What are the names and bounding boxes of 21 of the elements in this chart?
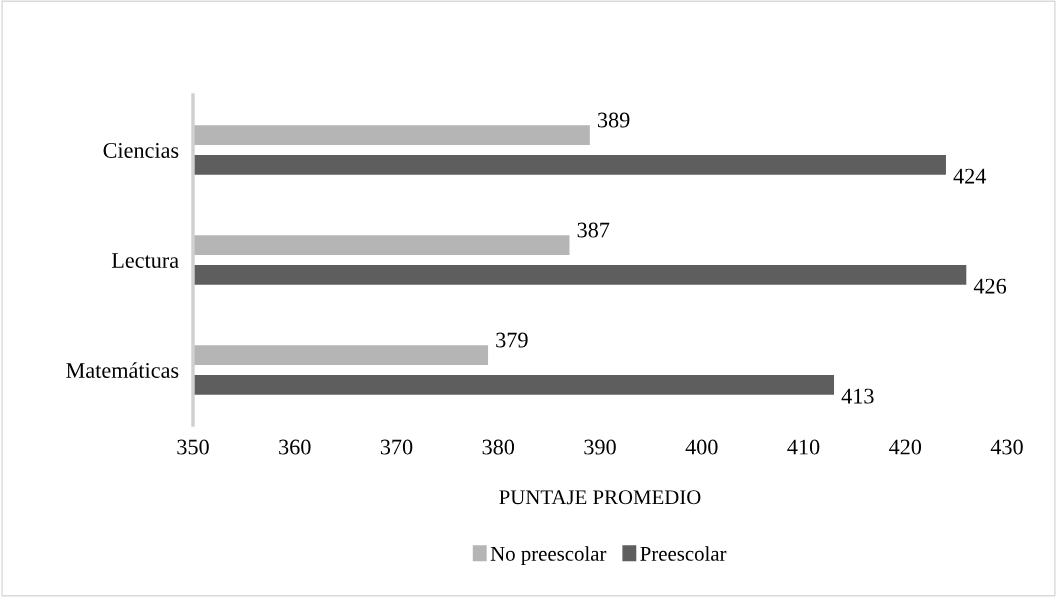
data-label: 426 xyxy=(973,278,1007,294)
x-tick-label: 410 xyxy=(787,439,820,455)
data-label: 413 xyxy=(841,388,874,404)
legend-label: No preescolar xyxy=(490,546,607,566)
data-label: 389 xyxy=(598,112,630,128)
y-tick-label: Ciencias xyxy=(103,142,179,158)
x-tick-label: 370 xyxy=(380,439,413,455)
x-tick-label: 430 xyxy=(990,439,1023,455)
x-axis-title: PUNTAJE PROMEDIO xyxy=(499,490,701,505)
y-tick-label: Lectura xyxy=(111,253,179,268)
x-tick-label: 360 xyxy=(279,439,311,455)
data-label: 424 xyxy=(953,168,987,184)
x-tick-label: 390 xyxy=(584,439,616,455)
data-label: 387 xyxy=(577,222,610,238)
y-tick-label: Matemáticas xyxy=(66,362,179,378)
x-tick-label: 350 xyxy=(177,439,209,455)
data-label: 379 xyxy=(496,332,528,348)
x-tick-label: 420 xyxy=(889,439,922,455)
x-tick-label: 380 xyxy=(482,439,515,455)
x-tick-label: 400 xyxy=(685,439,718,455)
legend-label: Preescolar xyxy=(640,546,727,561)
